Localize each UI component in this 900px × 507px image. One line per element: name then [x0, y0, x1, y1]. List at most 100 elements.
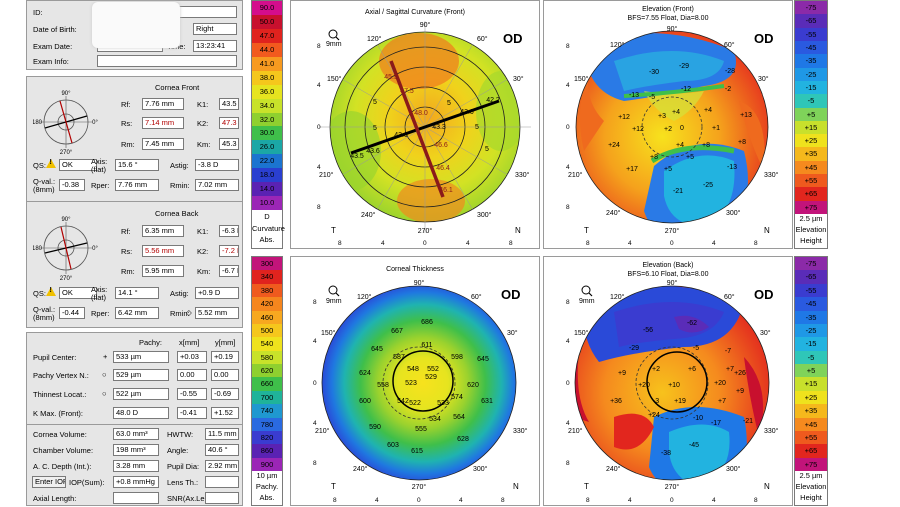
enter-iop-button[interactable]: Enter IOP	[32, 476, 66, 488]
xtick-label: 0	[417, 497, 421, 504]
thickness-scale-mode-label: Abs.	[252, 493, 282, 502]
curvature-scale-swatch: 44.0	[252, 42, 282, 57]
back-axis-label: Axis:	[91, 285, 108, 294]
thickness-scale-swatch: 700	[252, 390, 282, 405]
back-rs-field: 5.56 mm	[142, 245, 184, 257]
elevation-back-scale-swatch: +55	[795, 430, 827, 445]
angle-60-label: 60°	[724, 41, 735, 49]
elevation-front-value-label: +4	[704, 107, 712, 114]
curvature-value-label: 45.5	[384, 74, 398, 81]
elevation-back-scale-type-label: Elevation	[795, 482, 827, 491]
thickness-value-label: 534	[429, 416, 441, 423]
angle-240-label: 240°	[606, 209, 621, 217]
curvature-value-label: 43.0	[460, 109, 474, 116]
curvature-scale-swatch: 50.0	[252, 14, 282, 29]
chamber-volume-field: 198 mm³	[113, 444, 159, 456]
elevation-front-scale: -75 -65 -55 -45 -35 -25 -15 -5 +5 +15 +25 +35 +45 +55…	[794, 0, 828, 249]
pachy-row-y: 0.00	[211, 369, 239, 381]
pachy-row-value: 529 µm	[113, 369, 169, 381]
elev-back-od-label: OD	[754, 287, 774, 302]
angle-210-label: 210°	[315, 427, 330, 435]
back-rm-field: 5.95 mm	[142, 265, 184, 277]
elevation-front-value-label: -30	[649, 69, 659, 76]
elevation-front-scale-swatch: +55	[795, 174, 827, 188]
magnifier-icon[interactable]	[328, 29, 340, 41]
corneal-thickness-map[interactable]: Corneal Thickness 90° 60° 30° 120° 150° …	[290, 256, 540, 506]
thickness-value-label: 529	[425, 374, 437, 381]
magnifier-icon[interactable]	[581, 285, 593, 297]
elevation-back-value-label: +7	[726, 366, 734, 373]
angle-270-label: 270°	[665, 483, 680, 491]
elevation-front-value-label: +4	[676, 142, 684, 149]
elevation-front-value-label: -21	[673, 188, 683, 195]
angle-240-label: 240°	[361, 211, 376, 219]
angle-270-label: 270°	[665, 227, 680, 235]
front-rs-field: 7.14 mm	[142, 117, 184, 129]
elevation-front-scale-swatch: -65	[795, 14, 827, 28]
time-field[interactable]: 13:23:41	[193, 40, 237, 52]
cornea-divider	[27, 201, 242, 202]
elevation-front-map[interactable]: Elevation (Front) BFS=7.55 Float, Dia=8.…	[543, 0, 793, 249]
thickness-scale-type-label: Pachy.	[252, 482, 282, 491]
pachy-row-y: +1.52	[211, 407, 239, 419]
back-qs-field: OK	[59, 287, 97, 299]
back-rmin-label: Rmin:	[170, 309, 190, 318]
elevation-back-scale-swatch: +15	[795, 377, 827, 391]
front-warning-icon	[46, 159, 56, 168]
ytick-label: 4	[317, 164, 321, 171]
back-astig-label: Astig:	[170, 289, 189, 298]
angle-150-label: 150°	[574, 329, 589, 337]
curvature-scale-swatch: 14.0	[252, 182, 282, 197]
curvature-scale-mode-label: Abs.	[252, 235, 282, 244]
elevation-front-scale-swatch: -25	[795, 67, 827, 81]
front-rs-label: Rs:	[121, 119, 133, 128]
elevation-back-value-label: -56	[643, 327, 653, 334]
elevation-front-scale-swatch: +75	[795, 200, 827, 214]
front-rm-field: 7.45 mm	[142, 138, 184, 150]
elevation-back-scale-swatch: -5	[795, 350, 827, 364]
axial-od-label: OD	[503, 31, 523, 46]
back-rf-label: Rf:	[121, 227, 131, 236]
ytick-label: 8	[313, 460, 317, 467]
elevation-front-value-label: +24	[608, 142, 620, 149]
pachy-row-y: +0.19	[211, 351, 239, 363]
front-rper-label: Rper:	[91, 181, 110, 190]
exam-info-field[interactable]	[97, 55, 237, 67]
angle-240-label: 240°	[606, 465, 621, 473]
elevation-front-value-label: +17	[626, 166, 638, 173]
elevation-front-scale-swatch: +15	[795, 120, 827, 135]
elevation-back-map[interactable]: Elevation (Back) BFS=6.10 Float, Dia=8.0…	[543, 256, 793, 506]
elevation-back-scale-swatch: +65	[795, 444, 827, 458]
xtick-label: 8	[586, 240, 590, 247]
hwtw-label: HWTW:	[167, 430, 194, 439]
pachy-row-label: Pupil Center:	[33, 353, 77, 362]
eye-field[interactable]: Right	[193, 23, 237, 35]
elevation-back-value-label: +20	[714, 380, 726, 387]
elevation-front-value-label: -25	[703, 182, 713, 189]
elevation-back-value-label: +9	[736, 388, 744, 395]
angle-210-label: 210°	[568, 171, 583, 179]
angle-60-label: 60°	[471, 293, 482, 301]
elevation-back-value-label: -45	[689, 442, 699, 449]
thickness-value-label: 587	[393, 354, 405, 361]
front-axis-sub: (flat)	[91, 165, 106, 174]
pachy-row-x: +0.03	[177, 351, 207, 363]
xtick-label: 0	[423, 240, 427, 247]
elevation-back-value-label: +19	[674, 398, 686, 405]
angle-150-label: 150°	[327, 75, 342, 83]
back-rf-field: 6.35 mm	[142, 225, 184, 237]
ytick-label: 8	[313, 299, 317, 306]
elevation-back-value-label: -62	[687, 320, 697, 327]
elevation-back-value-label: -7	[725, 348, 731, 355]
axial-curvature-map[interactable]: Axial / Sagittal Curvature (Front) 90° 6…	[290, 0, 540, 249]
pupil-dia-label: Pupil Dia:	[167, 462, 200, 471]
pachy-panel: Pachy: x[mm] y[mm] Pupil Center: + 533 µ…	[26, 332, 243, 506]
temporal-label: T	[584, 482, 589, 491]
angle-330-label: 330°	[764, 171, 779, 179]
magnifier-icon[interactable]	[328, 285, 340, 297]
xtick-label: 0	[670, 240, 674, 247]
ytick-label: 4	[313, 420, 317, 427]
cornea-back-title: Cornea Back	[155, 209, 199, 218]
curvature-value-label: 43.3	[432, 124, 446, 131]
xtick-label: 0	[670, 497, 674, 504]
